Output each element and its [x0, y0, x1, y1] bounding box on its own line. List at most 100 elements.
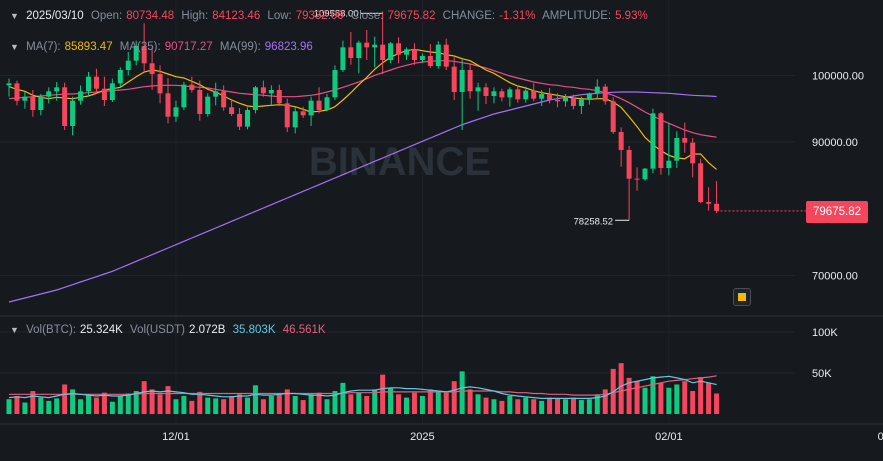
candle-body [547, 94, 553, 100]
candle-body [340, 47, 346, 70]
high-marker-label: 109588.00 [314, 8, 359, 19]
candle-body [284, 103, 290, 128]
candle-body [181, 84, 187, 108]
candle-body [221, 91, 227, 108]
change-label: CHANGE: [442, 10, 496, 22]
volume-bar [642, 387, 648, 414]
volume-ma-lines [8, 375, 717, 399]
ma7-value: 85893.47 [64, 41, 113, 53]
volume-bar [109, 401, 115, 414]
candle-body [515, 89, 521, 100]
candle-body [666, 160, 672, 168]
candle-body [674, 138, 680, 161]
candle-body [268, 90, 274, 94]
ma25-label: MA(25): [119, 41, 161, 53]
candles[interactable] [6, 11, 720, 221]
volume-bar [435, 391, 441, 414]
ma99-value: 96823.96 [264, 41, 313, 53]
volume-bar [316, 392, 322, 414]
candle-body [642, 168, 648, 180]
volume-bar [388, 387, 394, 414]
candle-body [173, 107, 179, 117]
volume-bar [78, 399, 84, 414]
annotations: 109588.00 78258.52 [314, 8, 806, 227]
candle-body [93, 76, 99, 89]
volume-bar [618, 363, 624, 414]
high-value: 84123.46 [212, 10, 261, 22]
volume-bar [404, 397, 409, 414]
candle-body [650, 113, 656, 169]
chart-settings-icon[interactable] [733, 288, 751, 306]
candle-body [356, 42, 362, 58]
volume-tick-label: 100K [812, 327, 838, 339]
chevron-down-icon[interactable]: ▼ [10, 11, 19, 21]
candle-body [62, 87, 68, 126]
volume-bar [141, 381, 147, 414]
candle-body [14, 83, 20, 101]
volume-ma1-line [8, 375, 717, 399]
candle-body [22, 96, 28, 101]
candle-body [117, 70, 123, 84]
volume-bar [101, 392, 107, 414]
vol-usdt-label: Vol(USDT) [130, 324, 185, 336]
volume-bar [427, 389, 433, 414]
time-tick-label: 02/01 [655, 431, 683, 443]
volume-bar [245, 397, 250, 414]
volume-bar [300, 400, 306, 414]
volume-bar [658, 382, 664, 414]
candle-body [245, 110, 250, 127]
chevron-down-icon[interactable]: ▼ [10, 42, 19, 52]
price-tick-label: 100000.00 [812, 70, 864, 82]
candle-body [125, 60, 131, 70]
volume-bar [276, 393, 282, 414]
volume-bar [22, 402, 28, 414]
volume-bar [205, 397, 211, 414]
volume-bar [451, 381, 457, 414]
candle-body [682, 138, 688, 143]
volume-bar [483, 397, 489, 414]
volume-bar [507, 395, 513, 414]
volume-bar [626, 377, 632, 414]
volume-bar [70, 389, 76, 414]
candle-body [483, 87, 489, 96]
volume-bar [475, 394, 481, 414]
candle-body [165, 93, 171, 117]
volume-bar [356, 392, 362, 414]
candle-body [30, 96, 36, 110]
volume-bar [491, 399, 497, 414]
vol-ma2-value: 46.561K [282, 324, 326, 336]
volume-ma2-line [9, 375, 717, 396]
candle-body [380, 44, 386, 60]
volume-bar [229, 395, 235, 414]
candle-body [300, 111, 306, 116]
candle-body [706, 202, 712, 204]
close-label: Close: [350, 10, 384, 22]
open-value: 80734.48 [126, 10, 175, 22]
chevron-down-icon[interactable]: ▼ [10, 325, 19, 335]
candle-body [475, 87, 481, 92]
vol-btc-label: Vol(BTC): [26, 324, 76, 336]
volume-bar [340, 382, 346, 414]
volume-bar [6, 399, 12, 414]
volume-bar [467, 389, 473, 414]
candle-body [563, 98, 568, 102]
close-value: 79675.82 [387, 10, 436, 22]
candle-body [149, 63, 155, 74]
high-label: High: [181, 10, 209, 22]
candle-body [46, 91, 52, 97]
volume-bars[interactable] [6, 363, 720, 414]
candle-body [38, 96, 44, 110]
candle-body [6, 83, 12, 86]
candle-body [690, 142, 696, 164]
volume-bar [459, 371, 465, 414]
amplitude-value: 5.93% [615, 10, 648, 22]
candle-body [451, 66, 457, 92]
candle-body [618, 132, 624, 150]
volume-bar [714, 393, 720, 414]
candle-body [237, 114, 243, 127]
candle-body [443, 44, 449, 67]
candle-body [157, 74, 163, 94]
volume-legend: ▼ Vol(BTC): 25.324K Vol(USDT) 2.072B 35.80… [10, 324, 330, 336]
candle-body [316, 100, 322, 110]
